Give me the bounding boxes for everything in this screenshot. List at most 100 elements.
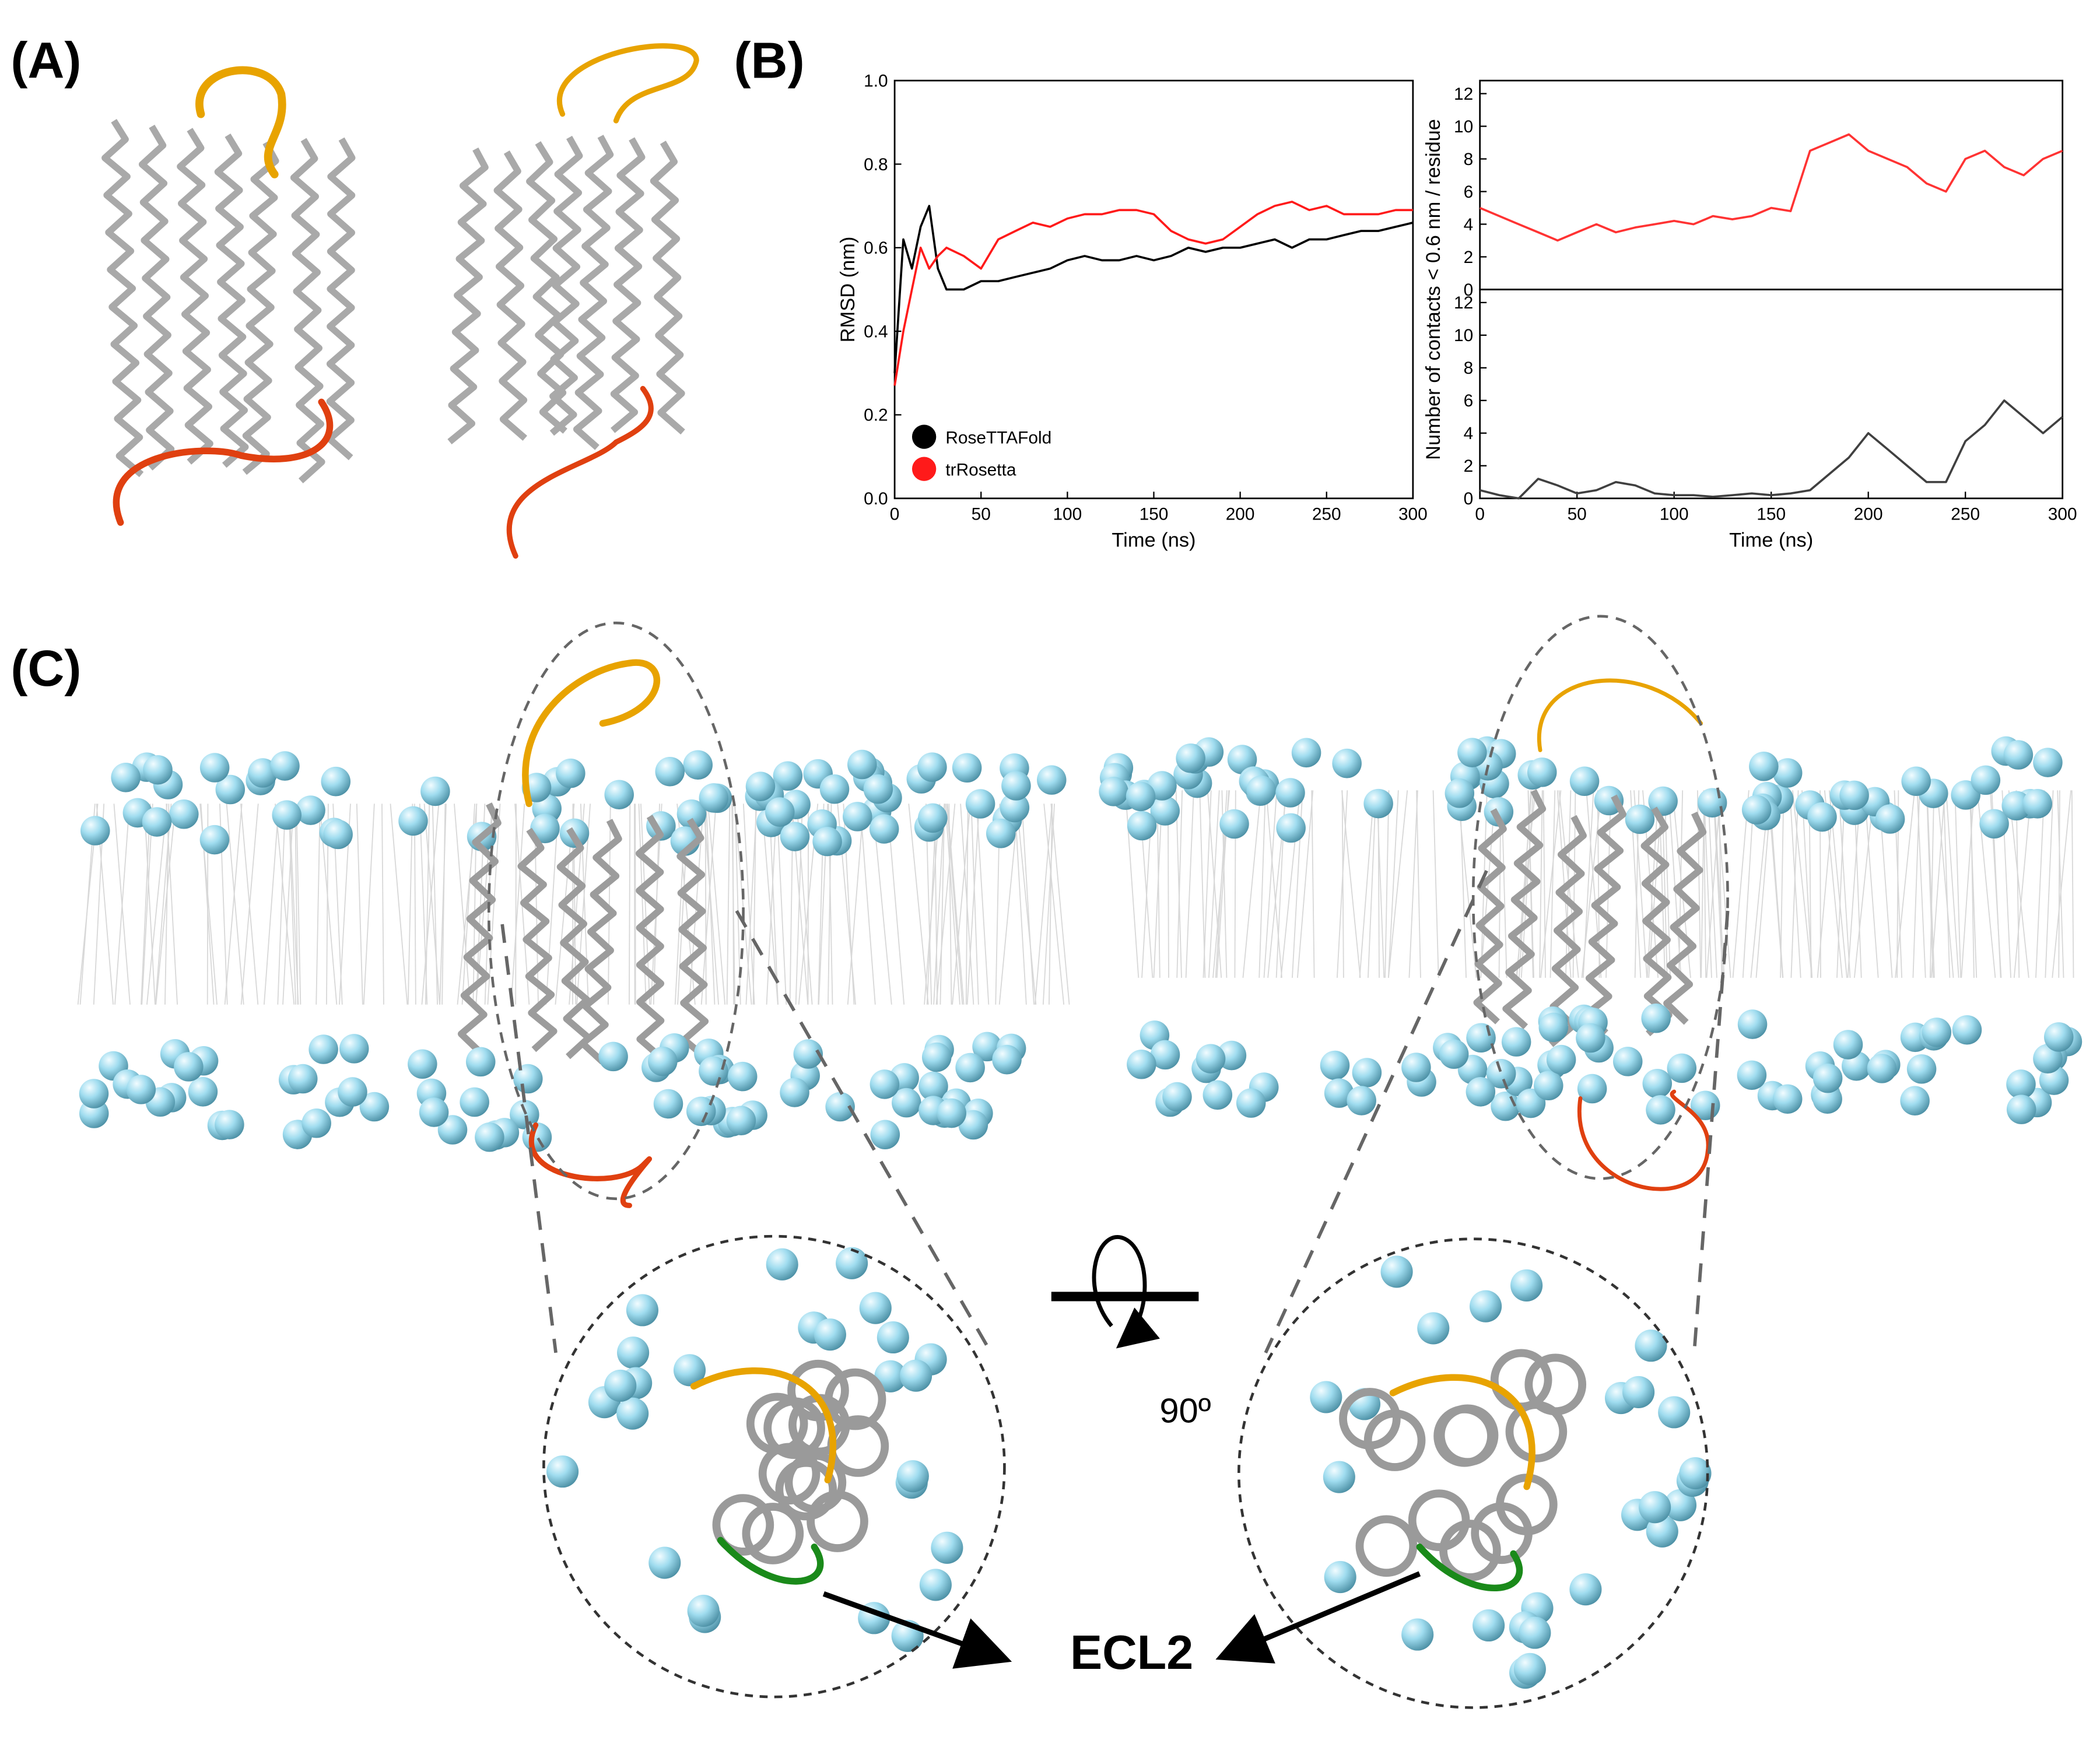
lipid-head (869, 814, 899, 844)
x-axis-label: Time (ns) (1729, 529, 1813, 551)
lipid-tail (381, 804, 384, 1005)
lipid-tail (1701, 790, 1705, 978)
lipid-head (1291, 738, 1321, 768)
lipid-tail (766, 804, 777, 1005)
lipid-tail (141, 804, 153, 1005)
lipid-tail (224, 804, 243, 1005)
lipid-head (1513, 1653, 1546, 1685)
lipid-tail (2015, 790, 2020, 978)
lipid-head (1324, 1078, 1354, 1108)
lipid-head (1473, 1609, 1505, 1642)
lipid-tail (1937, 790, 1954, 978)
x-tick-label: 50 (1568, 504, 1587, 524)
helix-top (1439, 1520, 1501, 1581)
lipid-tail (2035, 790, 2045, 978)
lipid-head (616, 1397, 649, 1430)
lipid-head (398, 806, 428, 836)
lipid-head (1310, 1381, 1342, 1413)
lipid-tail (1732, 790, 1750, 978)
loop (1416, 1543, 1523, 1592)
lipid-head (475, 1122, 504, 1152)
lipid-head (1484, 797, 1514, 827)
lipid-head (859, 1292, 892, 1324)
lipid-head (2033, 1044, 2063, 1074)
lipid-head (921, 1042, 952, 1072)
lipid-tail (1943, 790, 1951, 978)
lipid-head (419, 1097, 449, 1127)
helix (101, 119, 144, 478)
lipid-head (1127, 811, 1157, 841)
lipid-tail (1801, 790, 1813, 978)
lipid-tail (296, 804, 301, 1005)
lipid-tail (1416, 790, 1421, 978)
lipid-head (199, 753, 230, 783)
helix (493, 150, 528, 441)
lipid-head (1812, 1063, 1843, 1093)
lipid-head (215, 1110, 244, 1139)
series-line (1479, 133, 2063, 242)
lipid-head (80, 816, 110, 846)
lipid-head (1347, 1086, 1376, 1115)
lipid-tail (1540, 790, 1562, 978)
loop (528, 1122, 653, 1208)
lipid-tail (356, 804, 363, 1005)
molecular-illustration (77, 43, 2083, 1709)
lipid-tail (1176, 790, 1183, 978)
helix-top (712, 1494, 774, 1556)
lipid-head (745, 771, 776, 801)
lipid-head (931, 1531, 963, 1564)
lipid-tail (1202, 790, 1212, 978)
lipid-tail (966, 804, 980, 1005)
lipid-head (1036, 765, 1067, 795)
lipid-head (1901, 766, 1931, 797)
lipid-head (1658, 1396, 1691, 1429)
lipid-head (1276, 813, 1306, 843)
annotation: ECL2 (1070, 1625, 1193, 1679)
lipid-head (648, 1546, 681, 1579)
y-tick-label: 2 (1464, 248, 1474, 267)
lipid-tail (945, 804, 960, 1005)
lipid-tail (454, 804, 471, 1005)
lipid-head (1275, 778, 1305, 808)
loop (195, 66, 286, 178)
lipid-head (687, 1594, 720, 1627)
lipid-tail (1175, 790, 1182, 978)
lipid-tail (847, 804, 864, 1005)
plot-frame (1479, 79, 2064, 290)
lipid-tail (960, 804, 974, 1005)
lipid-tail (726, 804, 731, 1005)
lipid-tail (946, 804, 965, 1005)
x-tick-label: 0 (890, 504, 900, 524)
lipid-head (188, 1077, 218, 1107)
lipid-head (143, 755, 173, 785)
y-tick-label: 0.8 (864, 155, 888, 174)
lipid-head (1320, 1050, 1350, 1081)
zoom-view (546, 1247, 963, 1652)
helix-top (1355, 1515, 1418, 1577)
lipid-head (2003, 740, 2034, 770)
lipid-head (598, 1041, 628, 1072)
lipid-tail (240, 804, 259, 1005)
lipid-head (1577, 1074, 1607, 1104)
x-tick-label: 100 (1660, 504, 1689, 524)
lipid-tail (263, 804, 280, 1005)
y-tick-label: 1.0 (864, 72, 888, 91)
lipid-head (169, 799, 199, 829)
y-tick-label: 0.0 (864, 489, 888, 508)
helix (556, 827, 593, 1060)
lipid-head (1519, 1616, 1551, 1649)
lipid-head (1439, 1039, 1469, 1069)
lipid-tail (933, 804, 945, 1005)
lipid-head (1867, 1054, 1897, 1083)
zoom-guide (1692, 910, 1730, 1353)
lipid-head (1150, 1040, 1180, 1070)
y-tick-label: 8 (1464, 150, 1474, 169)
lipid-head (653, 1089, 683, 1119)
lipid-head (793, 1039, 823, 1069)
lipid-head (1466, 1023, 1496, 1053)
lipid-head (272, 800, 301, 830)
lipid-tail (114, 804, 130, 1005)
y-axis-label: Number of contacts < 0.6 nm / residue (1422, 119, 1445, 460)
x-tick-label: 250 (1312, 504, 1341, 524)
lipid-tail (1456, 790, 1477, 978)
